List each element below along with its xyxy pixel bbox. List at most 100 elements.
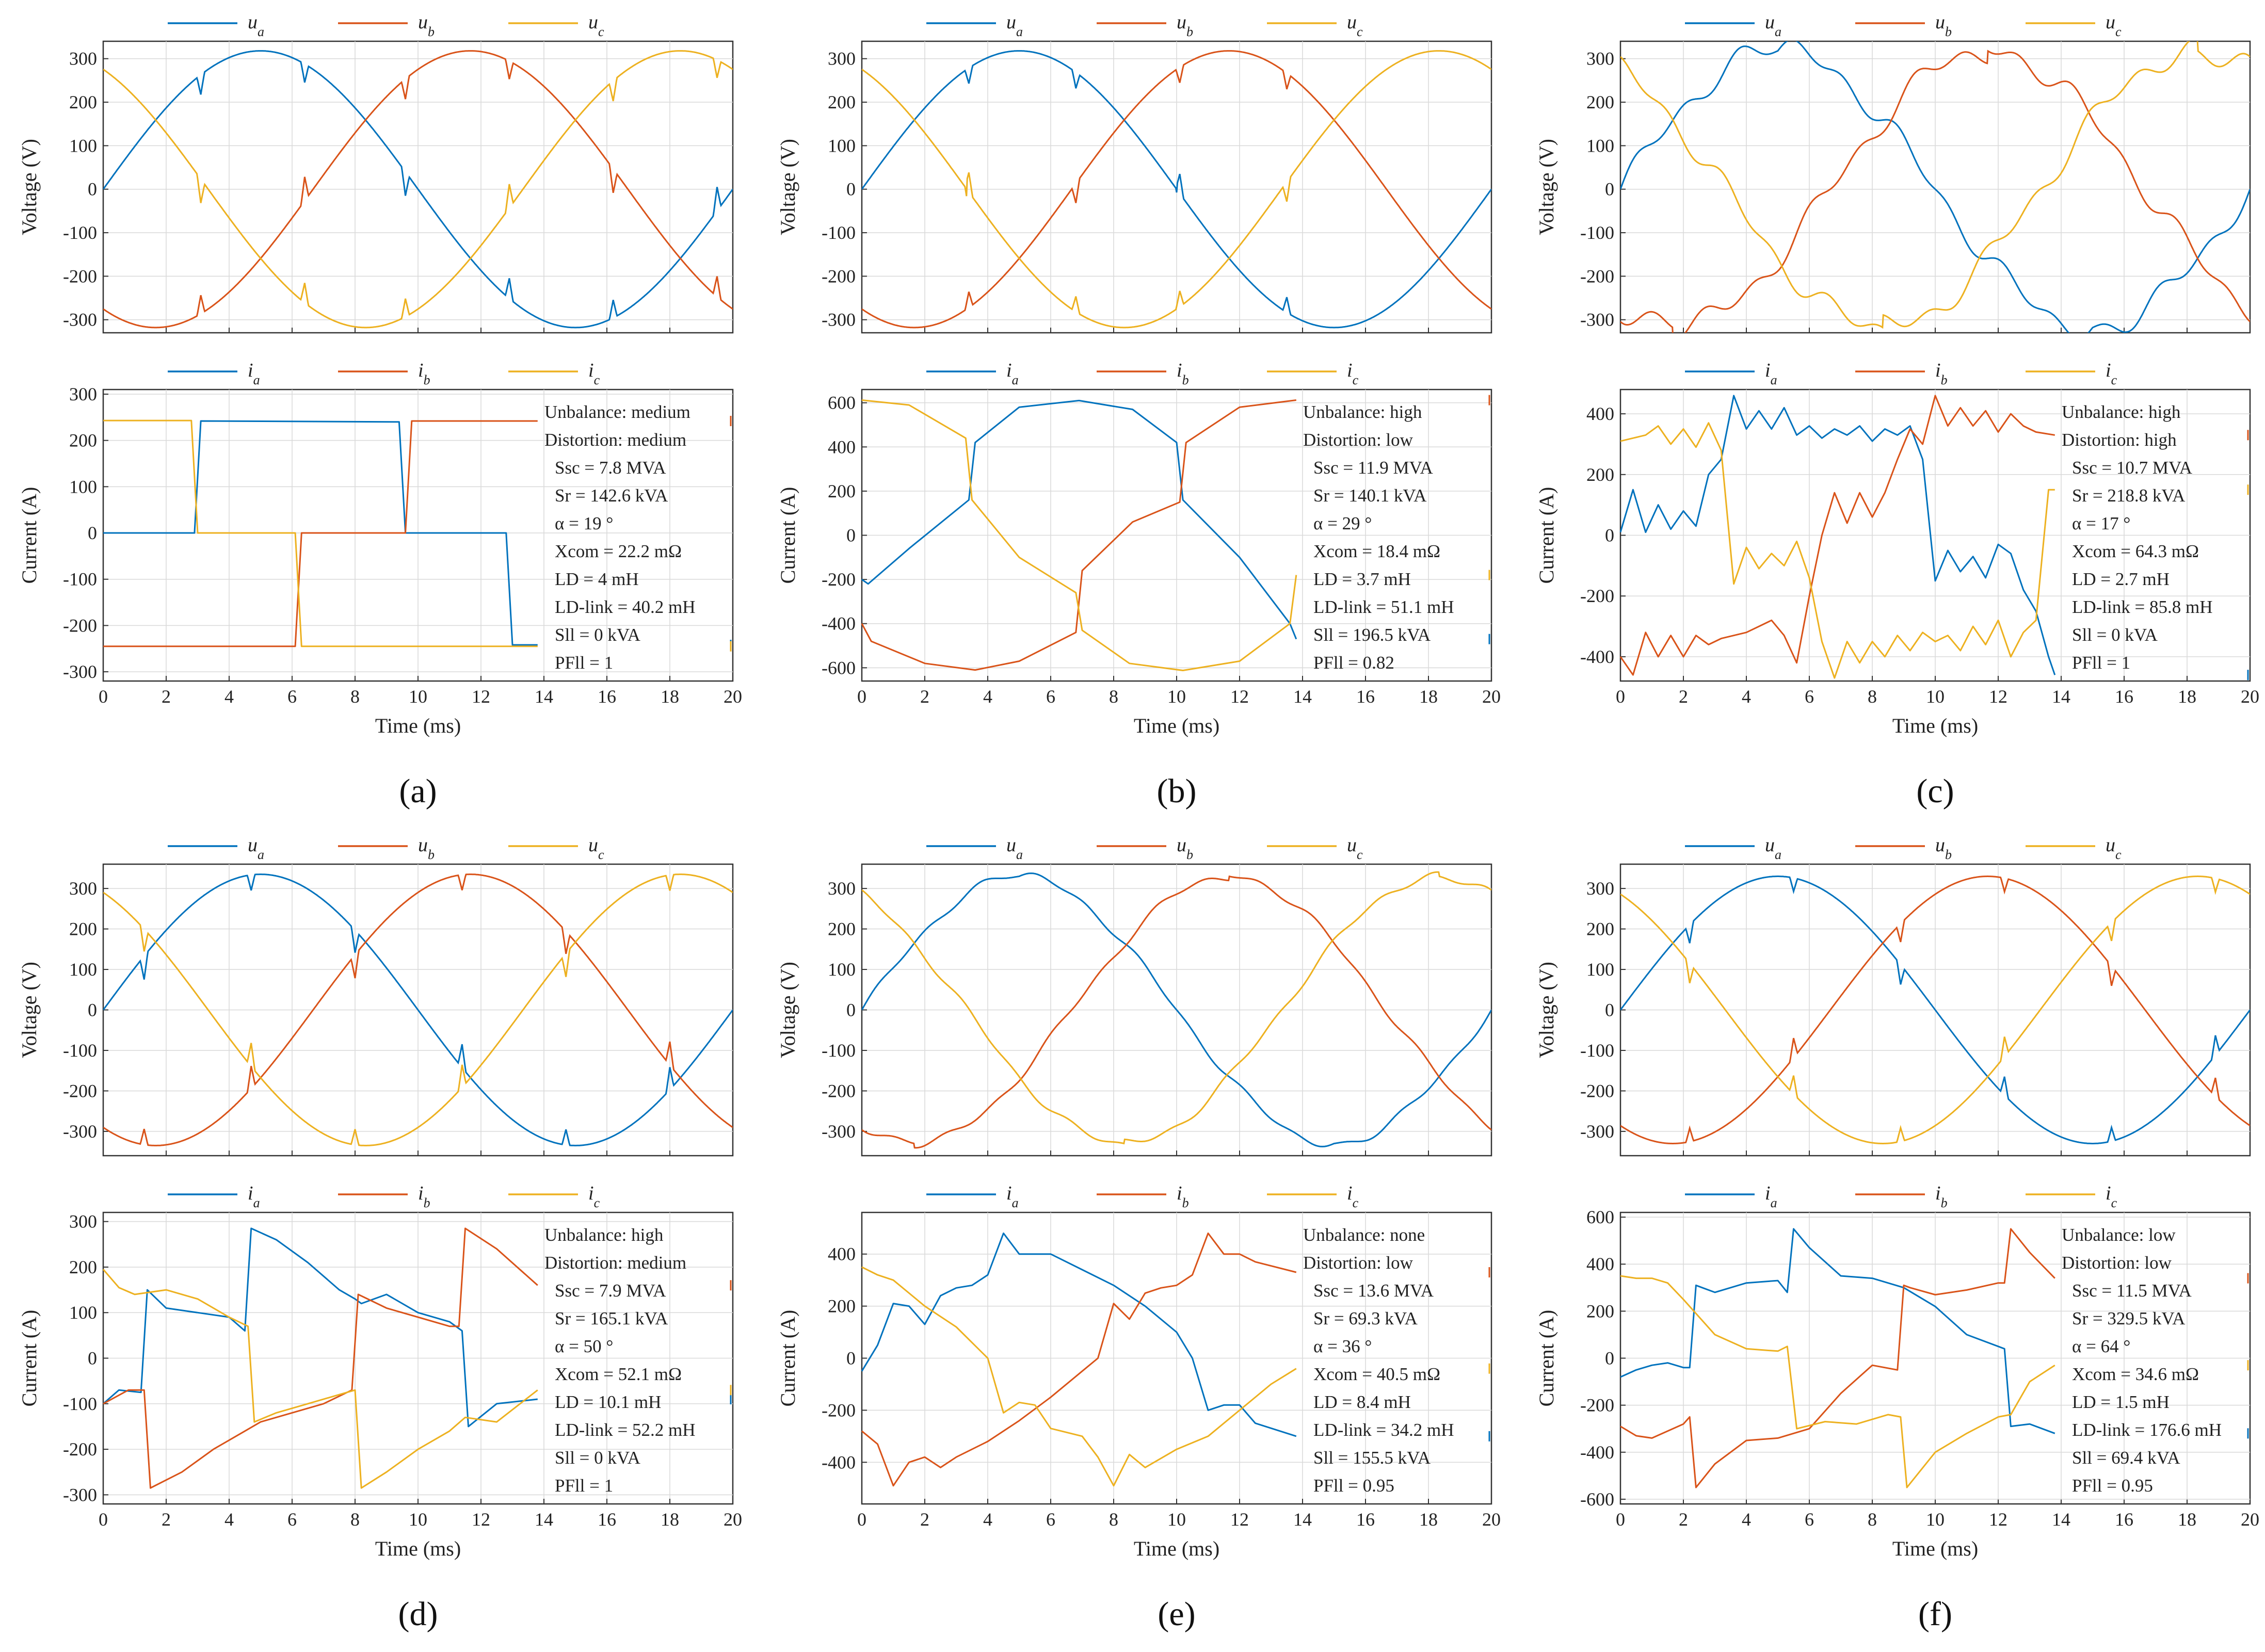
panel-d-current-y-tick-label: -300: [63, 1484, 97, 1505]
panel-d-annotation-line: Distortion: medium: [544, 1253, 686, 1273]
panel-e-current-x-tick-label: 18: [1419, 1509, 1438, 1530]
panel-b-voltage-line-ua: [862, 50, 1491, 329]
panel-c-current-x-tick-label: 16: [2115, 686, 2133, 707]
panel-a-current-line-ic: [103, 419, 538, 647]
panel-a-voltage-y-tick-label: -100: [63, 222, 97, 243]
panel-b-annotation-line: Ssc = 11.9 MVA: [1313, 458, 1433, 478]
panel-d-annotation-line: Sr = 165.1 kVA: [555, 1308, 668, 1329]
panel-e-current-y-tick-label: 200: [828, 1296, 856, 1317]
panel-b-current-y-tick-label: -200: [822, 569, 856, 590]
panel-c-current-x-tick-label: 0: [1616, 686, 1625, 707]
panel-e-current-x-tick-label: 12: [1230, 1509, 1249, 1530]
panel-e-voltage-y-tick-label: -100: [822, 1040, 856, 1061]
panel-f-annotation-line: LD-link = 176.6 mH: [2072, 1420, 2222, 1440]
panel-f-current-x-tick-label: 4: [1742, 1509, 1751, 1530]
panel-d-current-legend-label-c: ic: [588, 1183, 600, 1210]
panel-a-current-legend-label-a: ia: [248, 360, 260, 387]
panel-f-voltage-line-uc: [1620, 876, 2250, 1144]
panel-e-annotation-line: Distortion: low: [1303, 1253, 1413, 1273]
panel-c-voltage-y-tick-label: -200: [1580, 266, 1614, 286]
panel-b-current-y-tick-label: -400: [822, 613, 856, 634]
panel-e-voltage-line-ua: [862, 872, 1491, 1147]
panel-d-current-x-tick-label: 4: [224, 1509, 234, 1530]
panel-e-annotation-line: Unbalance: none: [1303, 1225, 1425, 1245]
panel-b-current-x-tick-label: 16: [1356, 686, 1375, 707]
panel-d-annotation-line: PFll = 1: [555, 1476, 613, 1496]
panel-f-current-x-tick-label: 12: [1989, 1509, 2007, 1530]
panel-f-annotation-line: Sr = 329.5 kVA: [2072, 1308, 2186, 1329]
panel-c-current-y-tick-label: 400: [1586, 403, 1614, 424]
panel-a-annotation-line: α = 19 °: [555, 513, 613, 533]
panel-f-current-y-tick-label: 600: [1586, 1207, 1614, 1227]
panel-f-current-y-tick-label: 200: [1586, 1301, 1614, 1321]
panel-d-current-x-tick-label: 10: [409, 1509, 427, 1530]
panel-b-annotation-line: Distortion: low: [1303, 430, 1413, 450]
panel-e-voltage-y-tick-label: 100: [828, 959, 856, 980]
panel-c-current-y-tick-label: 200: [1586, 464, 1614, 485]
panel-f-current-legend-label-a: ia: [1765, 1183, 1777, 1210]
panel-d-current-x-tick-label: 20: [724, 1509, 742, 1530]
panel-f-annotation-line: Sll = 69.4 kVA: [2072, 1448, 2180, 1468]
panel-f-current-x-tick-label: 8: [1868, 1509, 1877, 1530]
panel-e-current-line-ib: [861, 1232, 1297, 1487]
panel-a-current-ylabel: Current (A): [18, 487, 41, 584]
panel-f-annotation-line: PFll = 0.95: [2072, 1476, 2153, 1496]
panel-a-annotation-line: Ssc = 7.8 MVA: [555, 458, 666, 478]
panel-d-current-x-tick-label: 18: [661, 1509, 679, 1530]
panel-a-current-y-tick-label: 300: [69, 384, 97, 404]
panel-b-voltage-y-tick-label: -100: [822, 222, 856, 243]
panel-e-label: (e): [1158, 1595, 1195, 1633]
panel-a-current-y-tick-label: 200: [69, 430, 97, 451]
panel-c-voltage-y-tick-label: 100: [1586, 135, 1614, 156]
panel-b-voltage-line-uc: [862, 50, 1491, 329]
panel-e-current-y-tick-label: 0: [846, 1348, 856, 1369]
panel-e-voltage-line-uc: [862, 871, 1491, 1145]
panel-a-annotation-line: PFll = 1: [555, 653, 613, 673]
panel-f-current-line-ib: [1620, 1228, 2055, 1488]
panel-f-current-x-tick-label: 18: [2178, 1509, 2196, 1530]
panel-a-current-y-tick-label: -200: [63, 615, 97, 636]
panel-b-current-x-tick-label: 14: [1293, 686, 1312, 707]
panel-b-current-legend-label-c: ic: [1347, 360, 1359, 387]
panel-d-current-y-tick-label: 0: [88, 1348, 97, 1369]
panel-b-current-line-ic: [861, 399, 1297, 671]
panel-d-current-legend-label-b: ib: [418, 1183, 430, 1210]
panel-d-voltage-legend-label-c: uc: [588, 834, 604, 862]
panel-a-voltage-y-tick-label: 200: [69, 92, 97, 112]
panel-d-annotation-line: Ssc = 7.9 MVA: [555, 1281, 666, 1301]
panel-a-current-y-tick-label: -300: [63, 661, 97, 682]
panel-c-annotation-line: Sr = 218.8 kVA: [2072, 485, 2186, 506]
panel-a-current-x-tick-label: 0: [99, 686, 108, 707]
panel-e-annotation-line: α = 36 °: [1313, 1336, 1372, 1356]
panel-b-current-legend-label-a: ia: [1006, 360, 1019, 387]
panel-f-voltage-y-tick-label: 0: [1605, 1000, 1614, 1021]
panel-d-voltage-y-tick-label: 100: [69, 959, 97, 980]
panel-e-voltage-legend-label-b: ub: [1177, 834, 1193, 862]
panel-a-current-x-tick-label: 16: [598, 686, 616, 707]
panel-f-label: (f): [1918, 1595, 1952, 1633]
panel-e-voltage-y-tick-label: 200: [828, 919, 856, 940]
panel-e-voltage-ylabel: Voltage (V): [776, 962, 799, 1058]
panel-d-current-xlabel: Time (ms): [375, 1537, 461, 1560]
panel-d-current-x-tick-label: 8: [350, 1509, 360, 1530]
panel-c-current-x-tick-label: 12: [1989, 686, 2007, 707]
panel-b-label: (b): [1157, 772, 1197, 810]
panel-d-voltage-line-ub: [103, 873, 733, 1146]
panel-d-voltage-line-ua: [103, 873, 733, 1146]
panel-f-current-y-tick-label: 0: [1605, 1348, 1614, 1369]
panel-b-voltage-y-tick-label: 0: [846, 179, 856, 200]
panel-e-voltage-line-ub: [862, 875, 1491, 1149]
panel-f-current-legend-label-b: ib: [1935, 1183, 1948, 1210]
panel-e-annotation-line: PFll = 0.95: [1313, 1476, 1394, 1496]
panel-d-annotation-line: Xcom = 52.1 mΩ: [555, 1364, 682, 1384]
panel-c-voltage-y-tick-label: 300: [1586, 48, 1614, 69]
panel-d-current-ylabel: Current (A): [18, 1310, 41, 1407]
panel-b-current-y-tick-label: 200: [828, 481, 856, 501]
panel-f-current-x-tick-label: 16: [2115, 1509, 2133, 1530]
panel-e-current-x-tick-label: 8: [1109, 1509, 1118, 1530]
panel-d-voltage-y-tick-label: -100: [63, 1040, 97, 1061]
panel-d-label: (d): [398, 1595, 438, 1633]
panel-c-annotation-line: Ssc = 10.7 MVA: [2072, 458, 2193, 478]
panel-d-annotation-line: LD-link = 52.2 mH: [555, 1420, 696, 1440]
